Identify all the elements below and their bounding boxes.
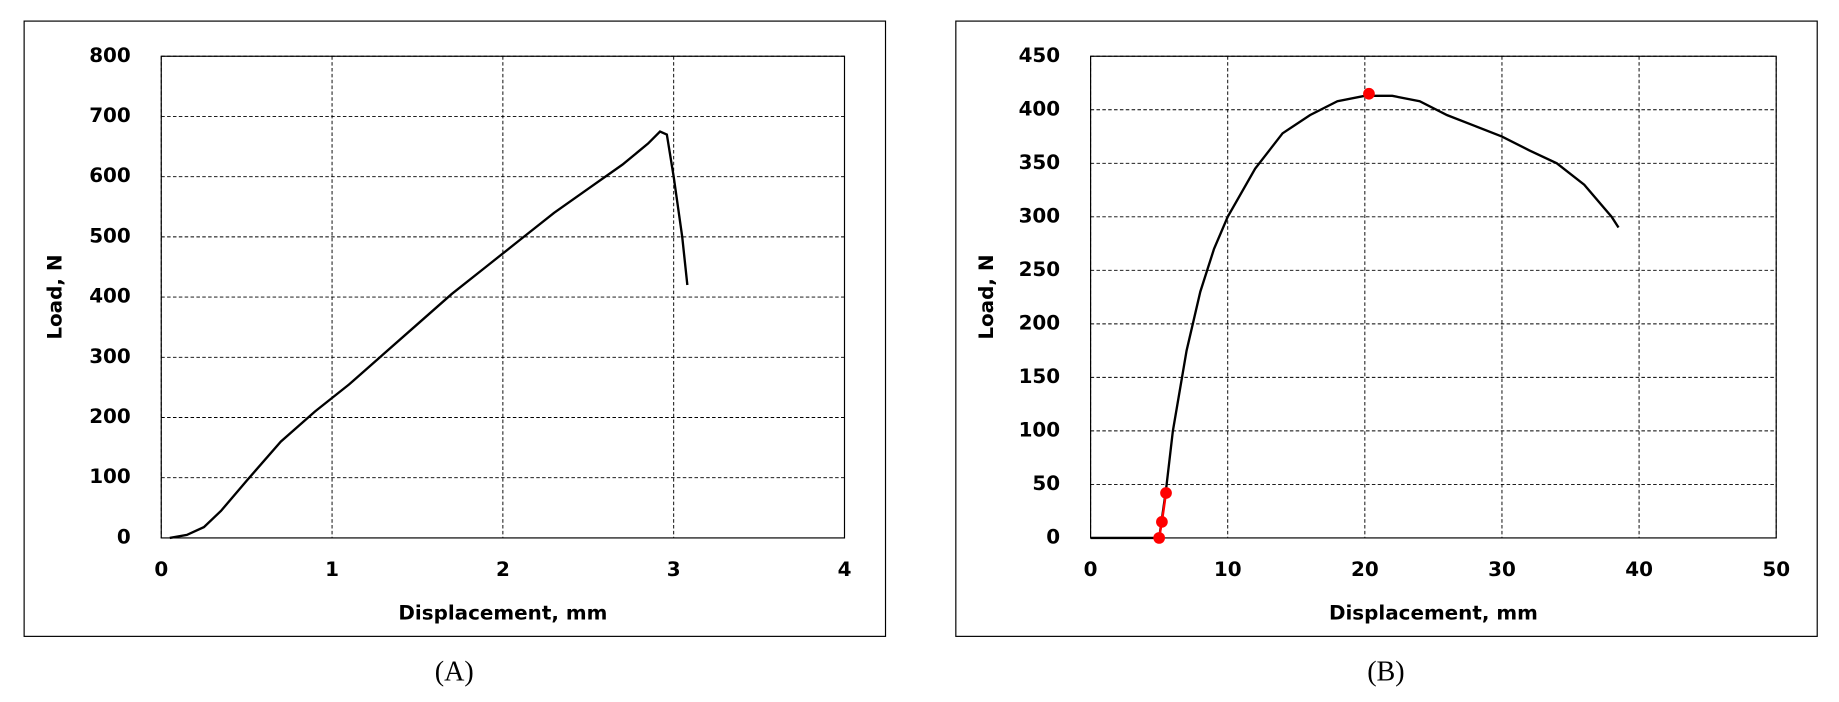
chart: 0 50 100 150 200 250 300 350 400 450 0 10 20 30 40 50 Di… (955, 20, 1818, 687)
y-tick-label: 150 (1019, 365, 1061, 388)
y-tick-label: 500 (89, 224, 131, 247)
y-tick-label: 0 (1046, 525, 1060, 548)
x-tick-label: 0 (154, 558, 168, 581)
chart-frame (955, 20, 1818, 637)
data-line (1158, 492, 1168, 539)
x-tick-label: 3 (667, 558, 681, 581)
plot-area (1090, 55, 1777, 539)
y-tick-label: 700 (89, 104, 131, 127)
y-axis-label: Load, N (43, 254, 66, 339)
y-tick-label: 200 (1019, 311, 1061, 334)
x-tick-label: 20 (1351, 558, 1379, 581)
x-tick-label: 30 (1488, 558, 1516, 581)
data-point (1156, 516, 1168, 528)
x-axis-label: Displacement, mm (398, 602, 607, 625)
y-tick-label: 800 (89, 44, 131, 67)
y-tick-label: 100 (89, 465, 131, 488)
x-tick-label: 1 (325, 558, 339, 581)
y-tick-label: 450 (1019, 44, 1061, 67)
y-tick-label: 50 (1032, 472, 1060, 495)
data-line (169, 130, 689, 540)
y-tick-label: 100 (1019, 418, 1061, 441)
chart-frame (23, 20, 887, 637)
plot-area (160, 55, 846, 539)
y-tick-label: 400 (1019, 97, 1061, 120)
x-tick-label: 40 (1625, 558, 1653, 581)
chart: 0 100 200 300 400 500 600 700 800 0 1 2 3 4 Displaceme… (23, 20, 887, 687)
x-tick-label: 4 (838, 558, 852, 581)
y-tick-label: 300 (1019, 204, 1061, 227)
y-tick-label: 300 (89, 345, 131, 368)
y-tick-label: 250 (1019, 258, 1061, 281)
x-tick-label: 10 (1214, 558, 1242, 581)
x-tick-label: 50 (1762, 558, 1790, 581)
data-point (1160, 487, 1172, 499)
caption: (A) (435, 656, 474, 687)
y-tick-label: 200 (89, 405, 131, 428)
x-tick-label: 2 (496, 558, 510, 581)
x-axis-label: Displacement, mm (1329, 602, 1538, 625)
y-tick-label: 350 (1019, 151, 1061, 174)
data-point (1153, 532, 1166, 544)
y-tick-label: 400 (89, 285, 131, 308)
x-tick-label: 0 (1084, 558, 1098, 581)
y-tick-label: 600 (89, 164, 131, 187)
y-axis-label: Load, N (975, 254, 998, 339)
data-line (1090, 94, 1620, 540)
y-tick-label: 0 (117, 525, 131, 548)
caption: (B) (1367, 656, 1404, 687)
data-point (1363, 87, 1375, 100)
